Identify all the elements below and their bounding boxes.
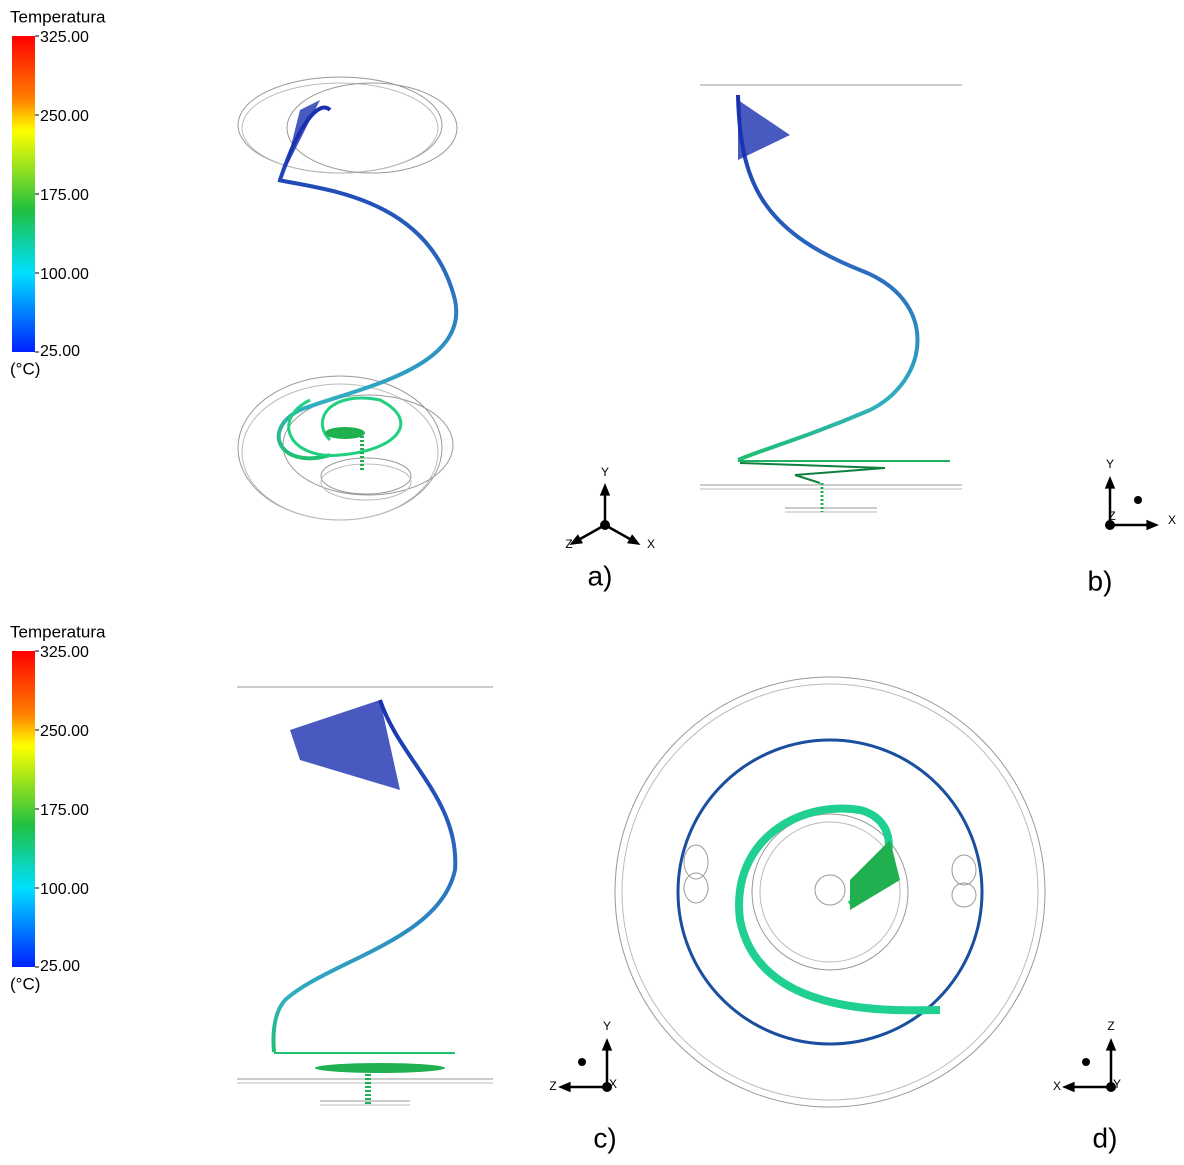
axis-letter: Y [603,1019,611,1033]
legend-unit: (°C) [10,359,40,378]
axis-letter: Y [601,465,609,479]
panel-b-geometry [700,85,962,512]
panels: Y Z Xa) Y Z Xb) Y Z Xc) Z X Yd) [549,457,1176,1153]
axis-letter: Y [1106,457,1114,471]
panel-label: d) [1093,1122,1118,1153]
axis-arrowhead [602,1038,612,1051]
axis-arrowhead [1146,520,1159,530]
axis-out-dot [578,1058,586,1066]
axis-arrowhead [1062,1082,1075,1092]
axis-letter: X [1168,513,1176,527]
axis-letter: Z [549,1079,556,1093]
legend-title: Temperatura [10,7,106,26]
axis-arrowhead [600,483,610,496]
legend-unit: (°C) [10,974,40,993]
axis-letter: Y [1113,1077,1121,1091]
legend-title: Temperatura [10,622,106,641]
colorbar-tick-label: 100.00 [40,881,89,898]
colorbar-tick-label: 250.00 [40,723,89,740]
axis-out-dot [1082,1058,1090,1066]
axis-letter: Z [565,537,572,551]
colorbar-tick-label: 250.00 [40,108,89,125]
panel-c-geometry [237,687,493,1105]
panel-label: b) [1088,565,1113,596]
axis-arrowhead [558,1082,571,1092]
panel-label: a) [588,560,613,591]
axis-letter: X [647,537,655,551]
panel-a-geometry [238,77,457,520]
colorbar-tick-label: 325.00 [40,644,89,661]
colorbar-tick-label: 175.00 [40,187,89,204]
colorbar-tick-label: 175.00 [40,802,89,819]
colorbar [12,36,35,352]
panel-label: c) [593,1122,616,1153]
figure: Temperatura 325.00 250.00 175.00 100.00 25.00… [0,0,1184,1160]
colorbar [12,651,35,967]
colorbar-tick-label: 325.00 [40,29,89,46]
axis-letter: Z [1107,1019,1114,1033]
axis-letter: X [1053,1079,1061,1093]
panel-d-geometry [615,677,1045,1107]
colorbar-tick-label: 25.00 [40,958,80,975]
colorbar-tick-label: 100.00 [40,266,89,283]
axis-out-dot [1134,496,1142,504]
axis-arrowhead [1106,1038,1116,1051]
axis-letter: X [609,1077,617,1091]
colorbar-tick-label: 25.00 [40,343,80,360]
axis-letter: Z [1108,509,1115,523]
axis-arrowhead [1105,476,1115,489]
legends: Temperatura 325.00 250.00 175.00 100.00 25.00… [10,7,106,993]
